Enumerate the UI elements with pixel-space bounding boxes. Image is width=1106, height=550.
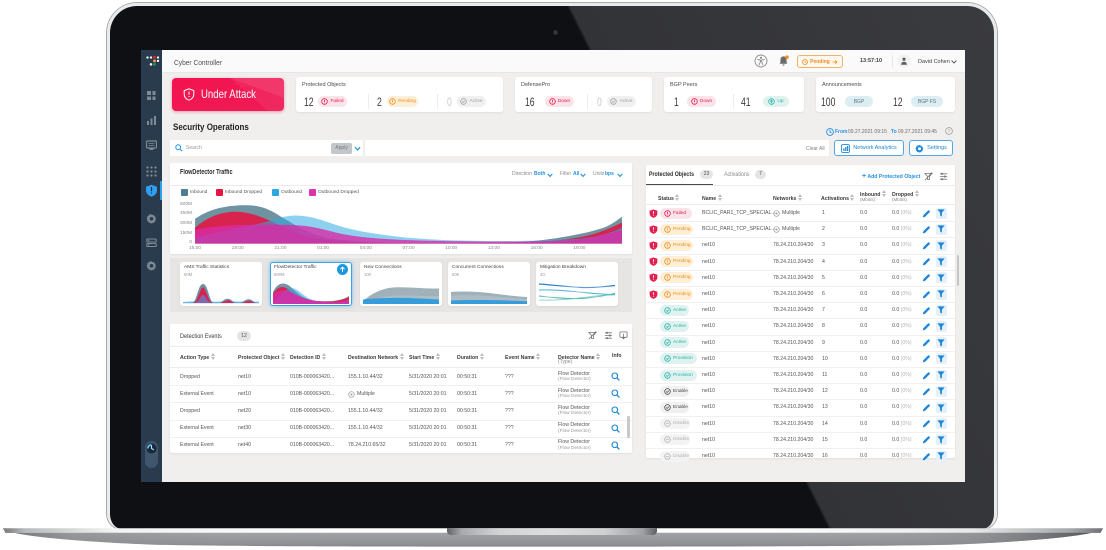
svg-text:?: ? — [948, 129, 951, 135]
